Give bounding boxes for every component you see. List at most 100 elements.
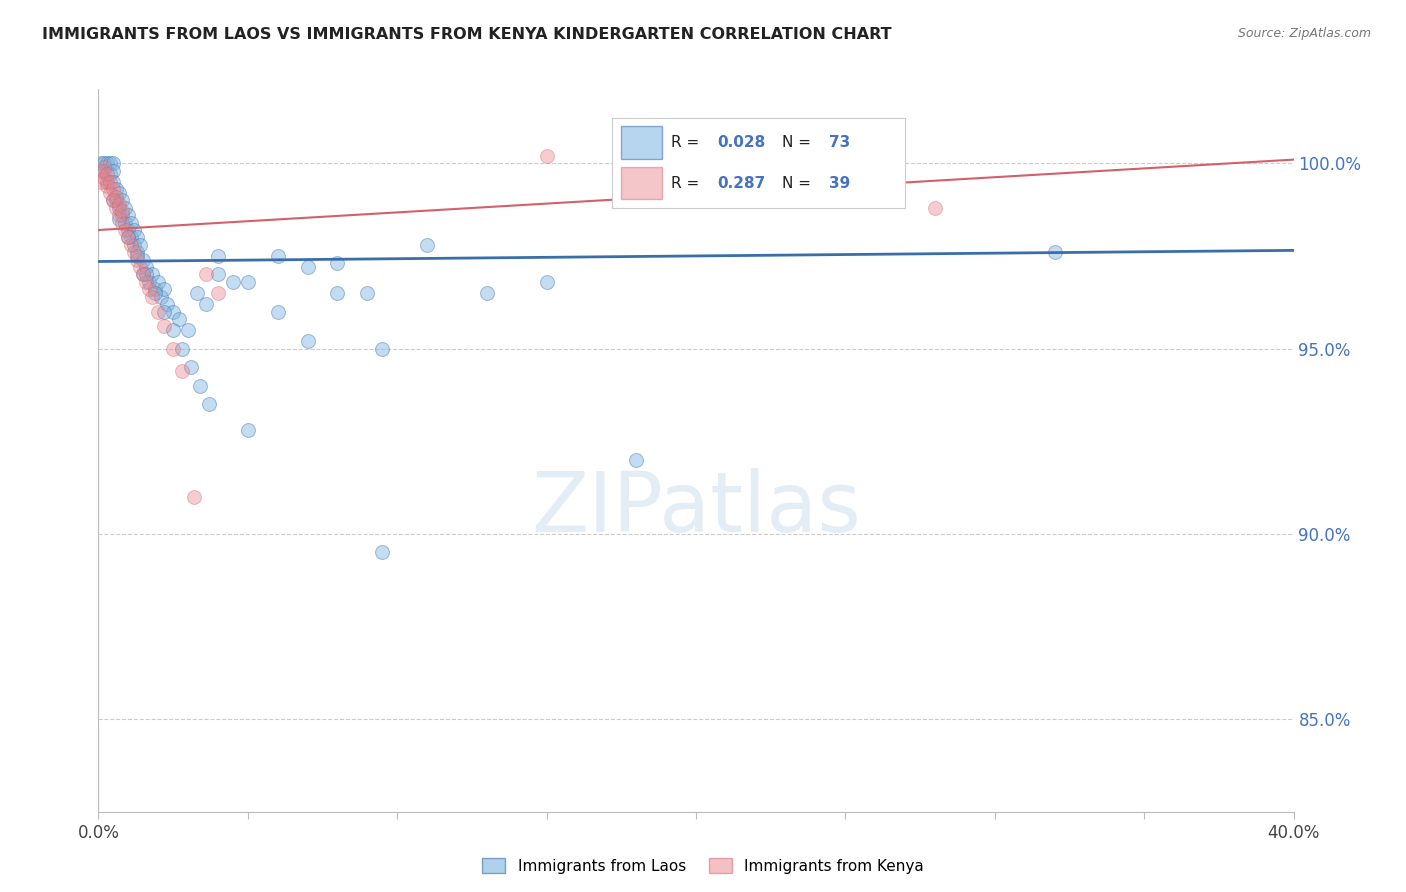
- Point: [195, 297, 218, 311]
- Point: [162, 342, 184, 356]
- Point: [103, 163, 125, 178]
- Point: [153, 304, 176, 318]
- Point: [114, 223, 136, 237]
- Text: ZIPatlas: ZIPatlas: [531, 467, 860, 549]
- Point: [153, 319, 176, 334]
- Point: [326, 256, 349, 270]
- Point: [207, 249, 229, 263]
- Point: [148, 304, 170, 318]
- Point: [156, 297, 179, 311]
- Point: [153, 282, 176, 296]
- Point: [103, 194, 125, 208]
- Point: [105, 189, 128, 203]
- Point: [117, 230, 139, 244]
- Point: [685, 163, 707, 178]
- Point: [141, 290, 163, 304]
- Point: [93, 171, 115, 186]
- Point: [103, 194, 125, 208]
- Point: [162, 304, 184, 318]
- Point: [150, 290, 173, 304]
- Point: [626, 156, 648, 170]
- Point: [98, 156, 122, 170]
- Point: [1043, 245, 1066, 260]
- Point: [98, 186, 122, 200]
- Point: [132, 268, 155, 282]
- Point: [371, 342, 394, 356]
- Point: [98, 175, 122, 189]
- Point: [172, 364, 194, 378]
- Point: [111, 216, 134, 230]
- Point: [198, 397, 221, 411]
- Point: [236, 423, 259, 437]
- Point: [108, 186, 131, 200]
- Point: [90, 163, 112, 178]
- Point: [195, 268, 218, 282]
- Point: [127, 252, 149, 267]
- Point: [135, 275, 157, 289]
- Point: [626, 452, 648, 467]
- Point: [96, 168, 118, 182]
- Point: [236, 275, 259, 289]
- Point: [103, 156, 125, 170]
- Point: [108, 208, 131, 222]
- Point: [132, 268, 155, 282]
- Point: [124, 237, 146, 252]
- Point: [141, 268, 163, 282]
- Point: [93, 160, 115, 174]
- Point: [475, 285, 498, 300]
- Point: [297, 260, 319, 274]
- Point: [90, 156, 112, 170]
- Point: [536, 149, 558, 163]
- Point: [120, 237, 142, 252]
- Point: [162, 323, 184, 337]
- Point: [111, 204, 134, 219]
- Point: [129, 260, 152, 274]
- Point: [117, 223, 139, 237]
- Point: [132, 252, 155, 267]
- Point: [371, 545, 394, 559]
- Point: [103, 175, 125, 189]
- Point: [186, 285, 208, 300]
- Point: [135, 260, 157, 274]
- Point: [536, 275, 558, 289]
- Point: [138, 282, 160, 296]
- Point: [114, 201, 136, 215]
- Point: [124, 223, 146, 237]
- Point: [138, 275, 160, 289]
- Point: [96, 156, 118, 170]
- Point: [148, 275, 170, 289]
- Point: [111, 194, 134, 208]
- Point: [90, 175, 112, 189]
- Point: [297, 334, 319, 348]
- Point: [143, 285, 166, 300]
- Point: [105, 201, 128, 215]
- Point: [172, 342, 194, 356]
- Point: [127, 230, 149, 244]
- Point: [356, 285, 378, 300]
- Point: [103, 182, 125, 196]
- Point: [117, 208, 139, 222]
- Point: [167, 312, 190, 326]
- Point: [98, 168, 122, 182]
- Point: [127, 249, 149, 263]
- Point: [129, 237, 152, 252]
- Point: [108, 211, 131, 226]
- Point: [135, 268, 157, 282]
- Point: [745, 175, 768, 189]
- Point: [267, 249, 290, 263]
- Legend: Immigrants from Laos, Immigrants from Kenya: Immigrants from Laos, Immigrants from Ke…: [477, 852, 929, 880]
- Point: [183, 490, 205, 504]
- Point: [93, 156, 115, 170]
- Point: [114, 216, 136, 230]
- Point: [105, 194, 128, 208]
- Point: [108, 201, 131, 215]
- Point: [222, 275, 245, 289]
- Point: [143, 282, 166, 296]
- Point: [127, 245, 149, 260]
- Point: [108, 197, 131, 211]
- Point: [96, 178, 118, 193]
- Point: [120, 216, 142, 230]
- Point: [188, 378, 211, 392]
- Point: [924, 201, 946, 215]
- Point: [416, 237, 439, 252]
